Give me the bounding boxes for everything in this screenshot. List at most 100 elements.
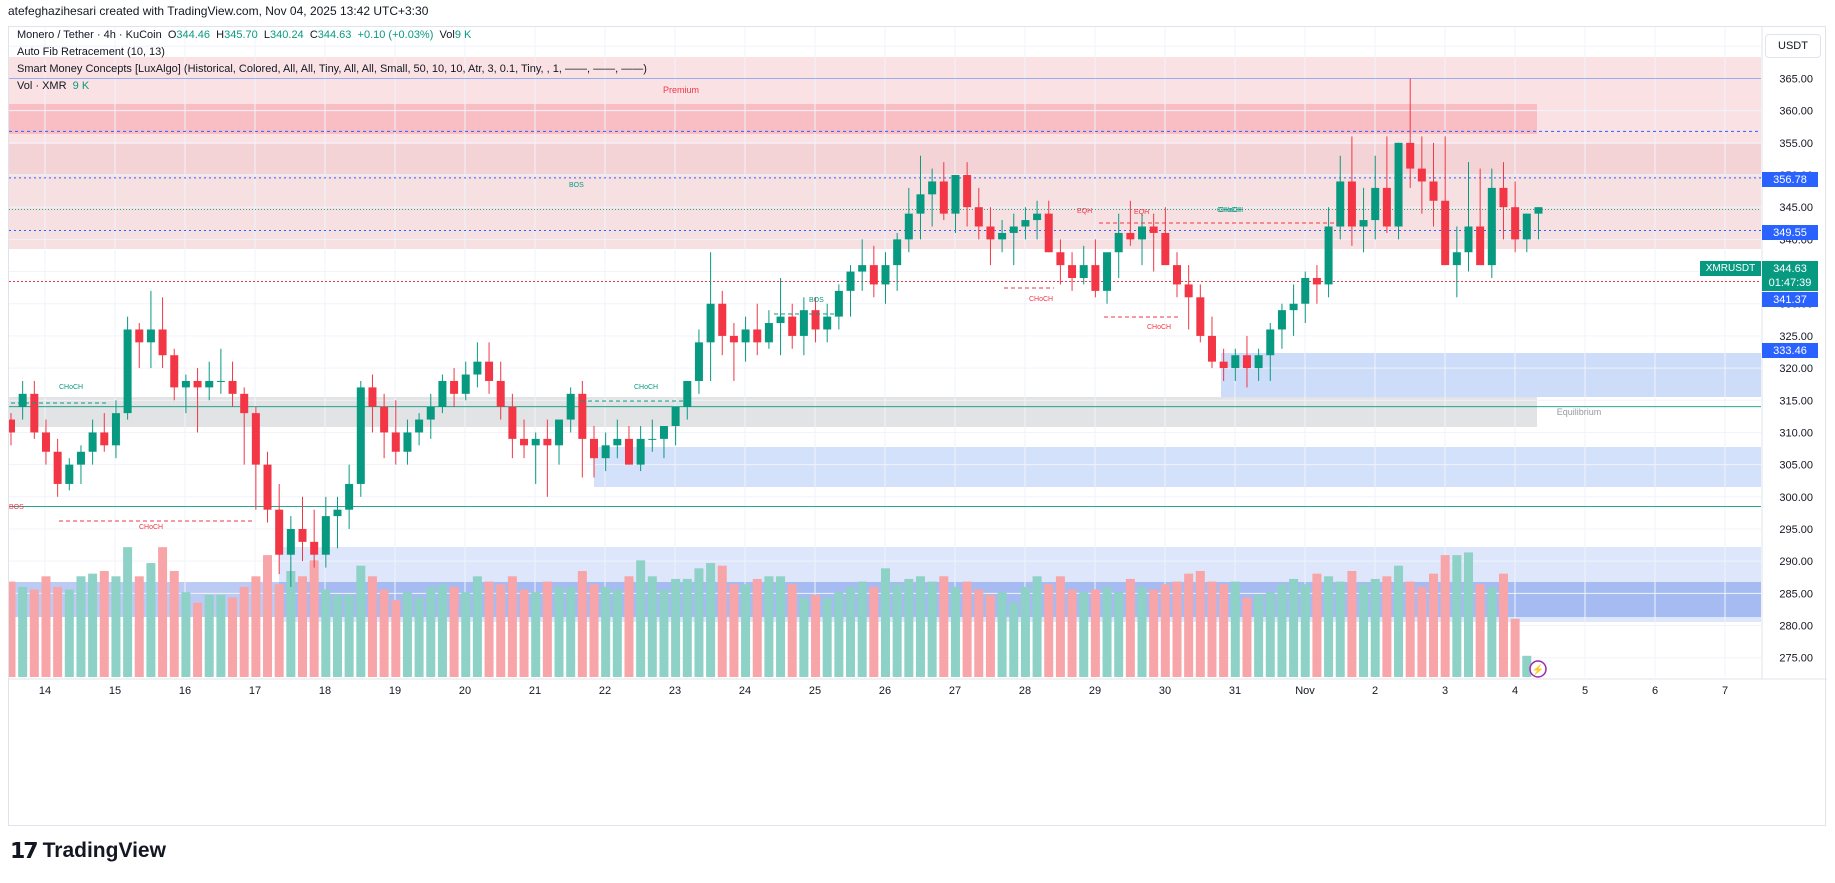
volume-bar (169, 571, 179, 677)
volume-bar (869, 586, 879, 677)
volume-bar (99, 571, 109, 677)
volume-bar (659, 589, 669, 677)
price-tag-333: 333.46 (1762, 343, 1818, 358)
candle-body (846, 271, 855, 291)
candle-body (718, 303, 727, 336)
candle-body (205, 380, 214, 388)
candle-body (1068, 265, 1077, 278)
volume-bar (1324, 576, 1334, 677)
volume-bar (298, 576, 307, 677)
y-tick-label: 275.00 (1779, 653, 1813, 665)
candle-body (1406, 142, 1415, 169)
candle-body (415, 419, 424, 433)
chart-caption: atefeghazihesari created with TradingVie… (8, 4, 429, 18)
brand[interactable]: 𝟭𝟳 TradingView (10, 838, 166, 864)
structure-label: CHoCH (1217, 207, 1241, 214)
alert-icon[interactable] (1529, 660, 1547, 678)
candle-body (1056, 252, 1065, 266)
volume-bar (612, 589, 622, 677)
volume-bar (134, 576, 144, 677)
volume-bar (1090, 589, 1100, 677)
candle-body (275, 509, 284, 555)
chart-frame[interactable]: BOS CHoCH CHoCH CHoCH CHoCH BOS EQH EQH CHoCH CHo… (8, 26, 1827, 827)
candle-body (228, 380, 237, 394)
candle-body (1382, 187, 1391, 227)
volume-bar (939, 576, 949, 677)
candle-body (951, 175, 960, 214)
candle-body (216, 380, 225, 382)
candle-body (1079, 265, 1088, 278)
candle-body (321, 516, 330, 555)
volume-bar (892, 584, 902, 677)
candle-body (1173, 265, 1181, 285)
price-chart[interactable]: BOS CHoCH CHoCH CHoCH CHoCH BOS EQH EQH CHoCH CHo… (9, 27, 1827, 827)
candle-body (636, 438, 645, 465)
volume-bar (636, 560, 646, 677)
candle-body (729, 335, 738, 343)
volume-bar (671, 578, 681, 677)
candle-body (193, 380, 202, 388)
candle-body (555, 419, 564, 446)
smc-indicator-legend[interactable]: Smart Money Concepts [LuxAlgo] (Historic… (17, 63, 647, 75)
volume-bar (1417, 586, 1427, 677)
candle-body (671, 406, 680, 427)
volume-bar (531, 592, 541, 677)
low-value: 340.24 (270, 29, 304, 41)
candle-body (1522, 213, 1531, 240)
volume-bar (1475, 584, 1485, 677)
volume-bar (228, 597, 238, 677)
candle-body (659, 426, 668, 439)
volume-bar (1137, 586, 1147, 677)
candle-body (1417, 168, 1426, 182)
candle-body (1138, 226, 1147, 240)
volume-bar (484, 581, 494, 677)
volume-bar (1114, 592, 1124, 677)
candle-body (1033, 213, 1042, 221)
x-tick-label: 25 (809, 685, 821, 697)
volume-bar (64, 589, 74, 677)
volume-bar (1079, 592, 1089, 677)
candle-body (531, 438, 540, 446)
premium-label: Premium (663, 85, 699, 95)
candle-body (1347, 181, 1356, 227)
volume-bar (974, 589, 984, 677)
candle-body (764, 323, 773, 343)
candle-body (170, 355, 179, 388)
candle-body (1499, 187, 1508, 208)
open-value: 344.46 (176, 29, 211, 41)
equilibrium-zone (9, 397, 1537, 427)
candle-body (916, 194, 925, 214)
volume-indicator-legend[interactable]: Vol · XMR 9 K (17, 80, 89, 92)
volume-bar (1230, 581, 1240, 677)
y-tick-label: 360.00 (1779, 106, 1813, 118)
demand-zone-1 (1221, 353, 1761, 397)
candle-body (111, 413, 120, 446)
high-value: 345.70 (224, 29, 258, 41)
currency-button[interactable]: USDT (1765, 34, 1821, 58)
symbol-legend[interactable]: Monero / Tether · 4h · KuCoin O344.46 H3… (17, 29, 471, 41)
candle-body (834, 290, 843, 317)
x-tick-label: 29 (1089, 685, 1101, 697)
candle-body (578, 393, 587, 439)
volume-bar (1312, 573, 1322, 677)
candle-body (613, 438, 622, 446)
volume-bar (1452, 555, 1462, 677)
volume-bar (356, 565, 366, 677)
price-tag-356: 356.78 (1762, 172, 1818, 187)
y-tick-label: 310.00 (1779, 427, 1813, 439)
volume-bar (1370, 578, 1380, 677)
candle-body (1534, 207, 1543, 214)
volume-bar (962, 581, 972, 677)
fib-indicator-legend[interactable]: Auto Fib Retracement (10, 13) (17, 46, 165, 58)
volume-bar (391, 600, 401, 677)
x-tick-label: Nov (1295, 685, 1315, 697)
vol-value: 9 K (454, 29, 472, 41)
volume-bar (367, 576, 377, 677)
volume-bar (985, 594, 995, 677)
last-price-tag: 344.63 01:47:39 (1762, 261, 1818, 291)
volume-bar (496, 584, 506, 677)
candle-body (123, 329, 132, 414)
volume-bar (1522, 655, 1532, 677)
x-tick-label: 19 (389, 685, 401, 697)
candle-body (963, 175, 972, 208)
